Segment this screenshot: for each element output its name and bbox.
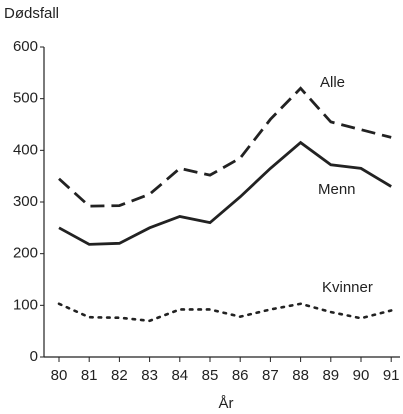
x-tick-label: 85	[202, 367, 219, 384]
series-label: Alle	[320, 74, 345, 91]
y-tick-label: 100	[13, 296, 38, 313]
y-tick-label: 0	[30, 348, 38, 365]
series-line	[58, 140, 392, 246]
x-axis-label: År	[219, 395, 234, 412]
x-tick-label: 91	[383, 367, 400, 384]
x-tick-label: 81	[81, 367, 98, 384]
x-tick-label: 87	[262, 367, 279, 384]
x-tick-label: 83	[141, 367, 158, 384]
series-line	[58, 86, 392, 208]
series-label: Menn	[318, 181, 356, 198]
x-tick-label: 89	[322, 367, 339, 384]
x-tick-label: 80	[51, 367, 68, 384]
x-tick-label: 82	[111, 367, 128, 384]
y-tick-label: 200	[13, 245, 38, 262]
x-tick-label: 90	[353, 367, 370, 384]
x-tick-label: 84	[171, 367, 188, 384]
y-tick-label: 500	[13, 90, 38, 107]
x-tick-label: 86	[232, 367, 249, 384]
series-label: Kvinner	[322, 279, 373, 296]
series-line	[57, 302, 393, 323]
y-tick-label: 300	[13, 193, 38, 210]
y-axis-label: Dødsfall	[4, 5, 59, 22]
x-tick-label: 88	[292, 367, 309, 384]
y-tick-label: 400	[13, 141, 38, 158]
y-tick-label: 600	[13, 38, 38, 55]
